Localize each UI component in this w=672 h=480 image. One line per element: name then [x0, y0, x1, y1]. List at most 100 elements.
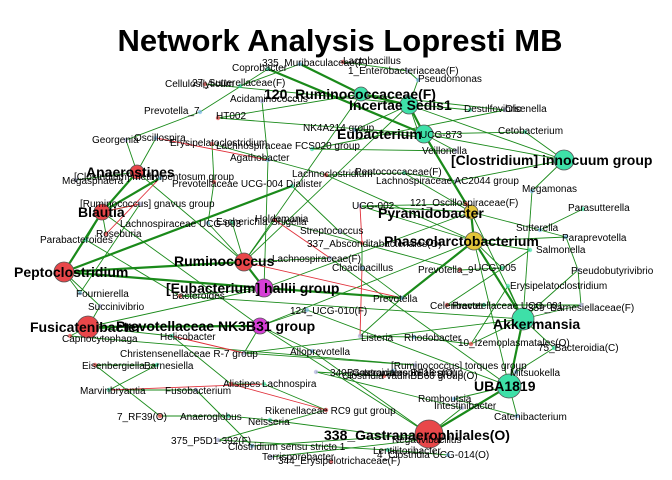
positive-edge	[311, 109, 506, 150]
small-node-label: Rhodobacter	[404, 333, 462, 344]
small-node	[481, 302, 487, 308]
positive-edge	[315, 371, 385, 377]
small-node-label: Christensenellaceae R-7 group	[120, 349, 258, 360]
small-node-label: Celeribacter	[430, 301, 485, 312]
small-node	[228, 381, 234, 387]
positive-edge	[515, 347, 555, 373]
positive-edge	[227, 415, 271, 421]
small-node-label: Alistipes	[223, 379, 260, 390]
hub-node-ruminococcaceae-120	[353, 86, 369, 102]
strong-positive-edge	[423, 133, 472, 213]
hub-node-anaerostipes	[129, 164, 145, 180]
positive-edge	[359, 205, 472, 213]
positive-edge	[408, 104, 565, 161]
small-node-label: 1_Enterobacteriaceae(F)	[348, 66, 459, 77]
small-node-label: Lactobacillus	[343, 56, 401, 67]
small-node-label: Desulfovibrio	[464, 104, 522, 115]
small-node-label: HT002	[216, 111, 246, 122]
hub-node-pyramidobacter	[463, 204, 479, 220]
positive-edge	[539, 229, 567, 238]
strong-positive-edge	[401, 240, 475, 299]
small-node	[261, 381, 267, 387]
positive-edge	[211, 143, 215, 183]
strong-positive-edge	[473, 240, 524, 320]
small-node-label: 344_Erysipelotrichaceae(F)	[278, 456, 400, 467]
negative-edge	[274, 219, 331, 259]
small-node-label: Listeria	[361, 333, 394, 344]
small-node	[169, 333, 175, 339]
small-node	[529, 188, 535, 194]
small-node-label: Terrisporobacter	[262, 452, 335, 463]
positive-edge	[339, 231, 363, 244]
positive-edge	[360, 93, 506, 111]
positive-edge	[179, 295, 524, 320]
small-node-label: Fournierella	[76, 289, 129, 300]
small-node-label: Megasphaera	[62, 176, 124, 187]
small-node	[451, 396, 457, 402]
small-node	[412, 362, 418, 368]
small-node	[225, 413, 231, 419]
small-node-label: Roseburia	[96, 229, 142, 240]
small-node	[580, 206, 586, 212]
small-node	[457, 267, 463, 273]
strong-positive-edge	[101, 171, 138, 213]
hub-label-akkermansia: Akkermansia	[493, 316, 580, 332]
strong-positive-edge	[267, 67, 425, 136]
small-node-label: 4_Clostridia UCG-014(O)	[377, 450, 489, 461]
small-node-label: Salmonella	[536, 245, 586, 256]
small-node-label: Cloacibacillus	[332, 263, 393, 274]
small-node	[289, 183, 295, 189]
small-node	[209, 141, 215, 147]
small-node-label: Negativibacillus	[392, 435, 461, 446]
small-node-label: Mitsuokella	[510, 368, 560, 379]
positive-edge	[101, 211, 261, 327]
negative-edge	[359, 267, 363, 337]
small-node-label: [Clostridium] methylpentosum group	[74, 172, 235, 183]
positive-edge	[243, 93, 362, 263]
small-node	[215, 115, 221, 121]
negative-edge	[108, 383, 265, 391]
small-node-label: 375_P5D1-392(F)	[171, 436, 251, 447]
small-node-label: 121_Oscillospiraceae(F)	[410, 198, 518, 209]
small-node	[193, 387, 199, 393]
hub-node-clostridium-innocuum	[553, 149, 575, 171]
positive-edge	[69, 335, 416, 366]
positive-edge	[473, 236, 567, 242]
small-node-label: Alloprevotella	[290, 347, 350, 358]
small-node	[411, 334, 417, 340]
small-node	[445, 452, 451, 458]
small-node	[197, 109, 203, 115]
positive-edge	[243, 318, 524, 354]
small-node	[211, 179, 217, 185]
small-node	[327, 255, 333, 261]
small-node	[415, 77, 421, 83]
small-node-label: Rikenellaceae RC9 gut group	[265, 406, 396, 417]
hub-label-incertae-sedis: Incertae Sedis1	[349, 97, 452, 113]
small-node-label: 124_UCG-010(F)	[290, 306, 367, 317]
positive-edge	[269, 419, 422, 441]
strong-positive-edge	[63, 260, 245, 274]
small-node	[229, 219, 235, 225]
positive-edge	[342, 61, 409, 72]
positive-edge	[87, 326, 173, 337]
small-node	[463, 201, 469, 207]
positive-edge	[522, 190, 533, 320]
small-node-label: Prevotellaceae UCG-001	[452, 301, 564, 312]
positive-edge	[329, 257, 510, 387]
positive-edge	[259, 240, 475, 327]
small-node	[578, 302, 584, 308]
small-node	[123, 137, 129, 143]
small-node-label: 359_Barnesiellaceae(F)	[528, 303, 634, 314]
positive-edge	[470, 211, 524, 320]
small-node	[106, 387, 112, 393]
hub-label-pyramidobacter: Pyramidobacter	[378, 205, 484, 221]
small-node	[453, 178, 459, 184]
hub-label-gastranaerophilales: 338_Gastranaerophilales(O)	[324, 427, 510, 443]
positive-edge	[315, 371, 463, 409]
negative-edge	[230, 383, 327, 411]
positive-edge	[413, 336, 472, 345]
small-node-label: Helicobacter	[160, 332, 216, 343]
small-node-label: Dialister	[286, 179, 323, 190]
small-node-label: Anaeroglobus	[180, 412, 242, 423]
labels-layer: 335_Muribaculaceae(F)Lactobacillus Coprob…	[14, 56, 654, 467]
